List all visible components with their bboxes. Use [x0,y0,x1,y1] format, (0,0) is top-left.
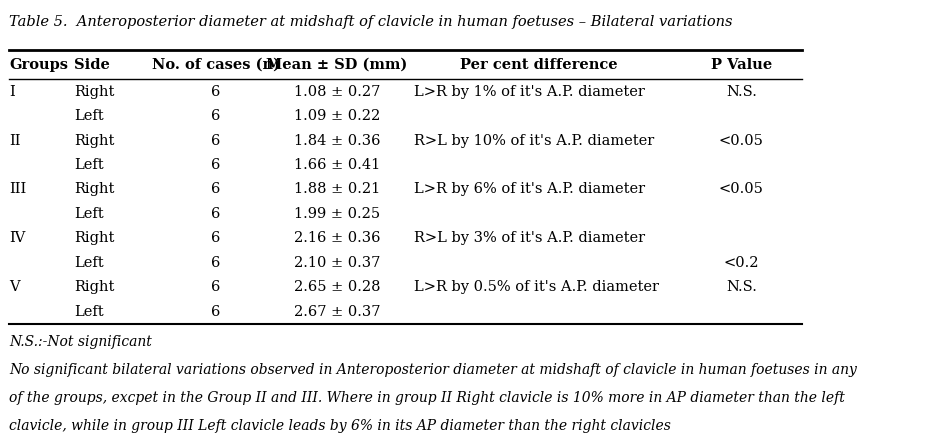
Text: Table 5.  Anteroposterior diameter at midshaft of clavicle in human foetuses – B: Table 5. Anteroposterior diameter at mid… [9,15,733,29]
Text: <0.2: <0.2 [724,256,760,270]
Text: P Value: P Value [711,58,772,72]
Text: 6: 6 [211,182,221,197]
Text: 2.16 ± 0.36: 2.16 ± 0.36 [294,232,380,246]
Text: Left: Left [74,256,104,270]
Text: 6: 6 [211,256,221,270]
Text: No significant bilateral variations observed in Anteroposterior diameter at mids: No significant bilateral variations obse… [9,363,857,377]
Text: Side: Side [74,58,110,72]
Text: V: V [9,280,20,294]
Text: 2.67 ± 0.37: 2.67 ± 0.37 [294,305,380,319]
Text: Right: Right [74,232,115,246]
Text: L>R by 0.5% of it's A.P. diameter: L>R by 0.5% of it's A.P. diameter [414,280,659,294]
Text: Right: Right [74,134,115,147]
Text: 1.66 ± 0.41: 1.66 ± 0.41 [294,158,380,172]
Text: Left: Left [74,109,104,123]
Text: 6: 6 [211,280,221,294]
Text: IV: IV [9,232,26,246]
Text: 6: 6 [211,305,221,319]
Text: of the groups, excpet in the Group II and III. Where in group II Right clavicle : of the groups, excpet in the Group II an… [9,392,845,405]
Text: Per cent difference: Per cent difference [460,58,618,72]
Text: II: II [9,134,21,147]
Text: L>R by 1% of it's A.P. diameter: L>R by 1% of it's A.P. diameter [414,85,645,99]
Text: clavicle, while in group III Left clavicle leads by 6% in its AP diameter than t: clavicle, while in group III Left clavic… [9,419,671,434]
Text: III: III [9,182,26,197]
Text: 1.84 ± 0.36: 1.84 ± 0.36 [294,134,380,147]
Text: Mean ± SD (mm): Mean ± SD (mm) [267,58,408,72]
Text: 6: 6 [211,109,221,123]
Text: <0.05: <0.05 [719,182,763,197]
Text: <0.05: <0.05 [719,134,763,147]
Text: Right: Right [74,182,115,197]
Text: Groups: Groups [9,58,69,72]
Text: 6: 6 [211,134,221,147]
Text: 6: 6 [211,232,221,246]
Text: 6: 6 [211,85,221,99]
Text: 6: 6 [211,207,221,221]
Text: Right: Right [74,85,115,99]
Text: I: I [9,85,15,99]
Text: 1.88 ± 0.21: 1.88 ± 0.21 [294,182,380,197]
Text: 6: 6 [211,158,221,172]
Text: R>L by 3% of it's A.P. diameter: R>L by 3% of it's A.P. diameter [414,232,645,246]
Text: 1.09 ± 0.22: 1.09 ± 0.22 [294,109,380,123]
Text: No. of cases (n): No. of cases (n) [152,58,280,72]
Text: 1.99 ± 0.25: 1.99 ± 0.25 [294,207,380,221]
Text: 1.08 ± 0.27: 1.08 ± 0.27 [294,85,380,99]
Text: N.S.: N.S. [726,85,757,99]
Text: N.S.:-Not significant: N.S.:-Not significant [9,335,152,349]
Text: Left: Left [74,305,104,319]
Text: 2.10 ± 0.37: 2.10 ± 0.37 [294,256,380,270]
Text: Right: Right [74,280,115,294]
Text: R>L by 10% of it's A.P. diameter: R>L by 10% of it's A.P. diameter [414,134,654,147]
Text: N.S.: N.S. [726,280,757,294]
Text: 2.65 ± 0.28: 2.65 ± 0.28 [294,280,380,294]
Text: Left: Left [74,207,104,221]
Text: L>R by 6% of it's A.P. diameter: L>R by 6% of it's A.P. diameter [414,182,645,197]
Text: Left: Left [74,158,104,172]
